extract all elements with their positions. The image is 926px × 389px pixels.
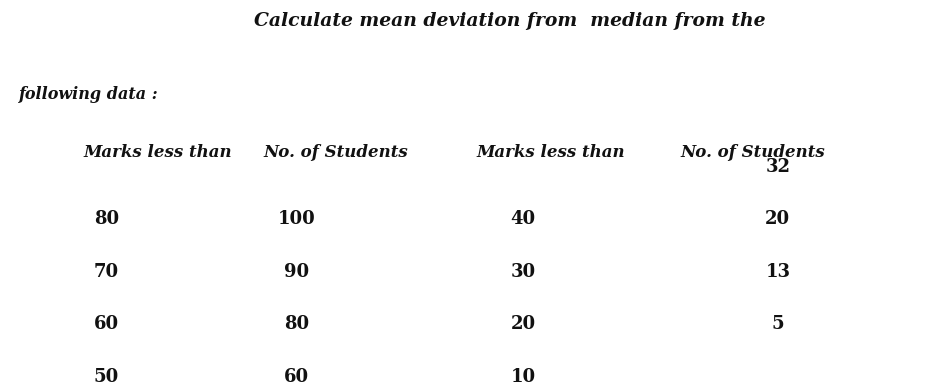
Text: Marks less than: Marks less than bbox=[83, 144, 232, 161]
Text: 30: 30 bbox=[510, 263, 536, 280]
Text: 60: 60 bbox=[283, 368, 309, 385]
Text: 13: 13 bbox=[766, 263, 790, 280]
Text: Calculate mean deviation from  median from the: Calculate mean deviation from median fro… bbox=[254, 12, 765, 30]
Text: 10: 10 bbox=[510, 368, 536, 385]
Text: No. of Students: No. of Students bbox=[264, 144, 408, 161]
Text: Marks less than: Marks less than bbox=[477, 144, 626, 161]
Text: 5: 5 bbox=[771, 315, 784, 333]
Text: 20: 20 bbox=[765, 210, 791, 228]
Text: 32: 32 bbox=[766, 158, 790, 175]
Text: 60: 60 bbox=[94, 315, 119, 333]
Text: 100: 100 bbox=[278, 210, 315, 228]
Text: 80: 80 bbox=[94, 210, 119, 228]
Text: 80: 80 bbox=[283, 315, 309, 333]
Text: following data :: following data : bbox=[19, 86, 158, 103]
Text: 70: 70 bbox=[94, 263, 119, 280]
Text: 90: 90 bbox=[283, 263, 309, 280]
Text: No. of Students: No. of Students bbox=[681, 144, 825, 161]
Text: 40: 40 bbox=[510, 210, 536, 228]
Text: 20: 20 bbox=[510, 315, 536, 333]
Text: 50: 50 bbox=[94, 368, 119, 385]
